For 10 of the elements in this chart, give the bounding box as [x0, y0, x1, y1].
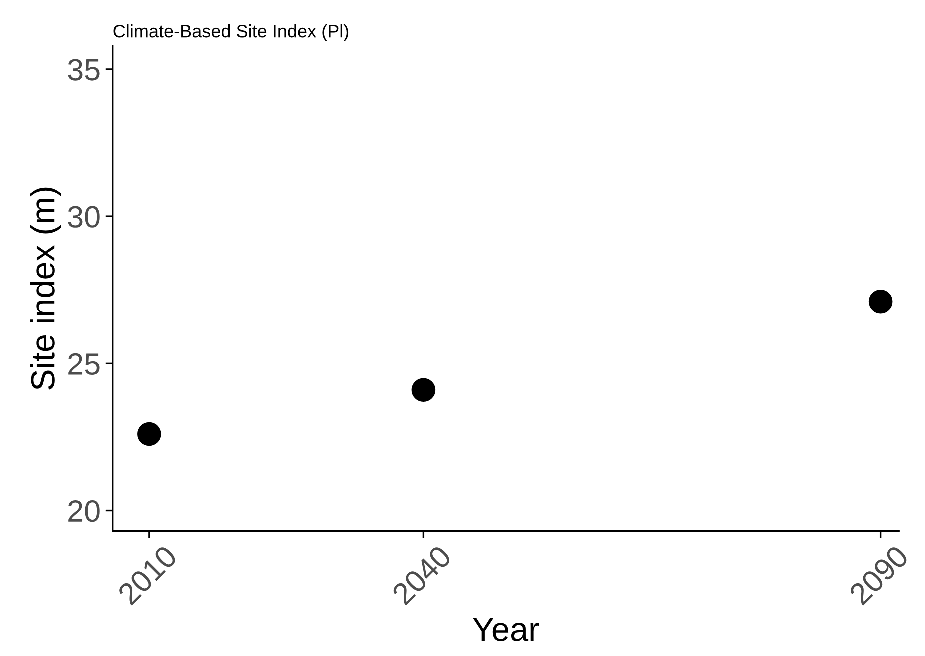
point [138, 422, 162, 446]
y-tick-label: 25 [68, 353, 100, 376]
y-tick-label: 35 [68, 59, 100, 81]
chart-title: Climate-Based Site Index (Pl) [114, 24, 349, 42]
point [868, 290, 893, 314]
point [412, 378, 436, 402]
y-tick-label: 30 [68, 206, 100, 228]
x-axis-title: Year [473, 618, 540, 642]
y-tick-label: 20 [68, 500, 100, 522]
y-axis-title: Site index (m) [30, 188, 62, 390]
